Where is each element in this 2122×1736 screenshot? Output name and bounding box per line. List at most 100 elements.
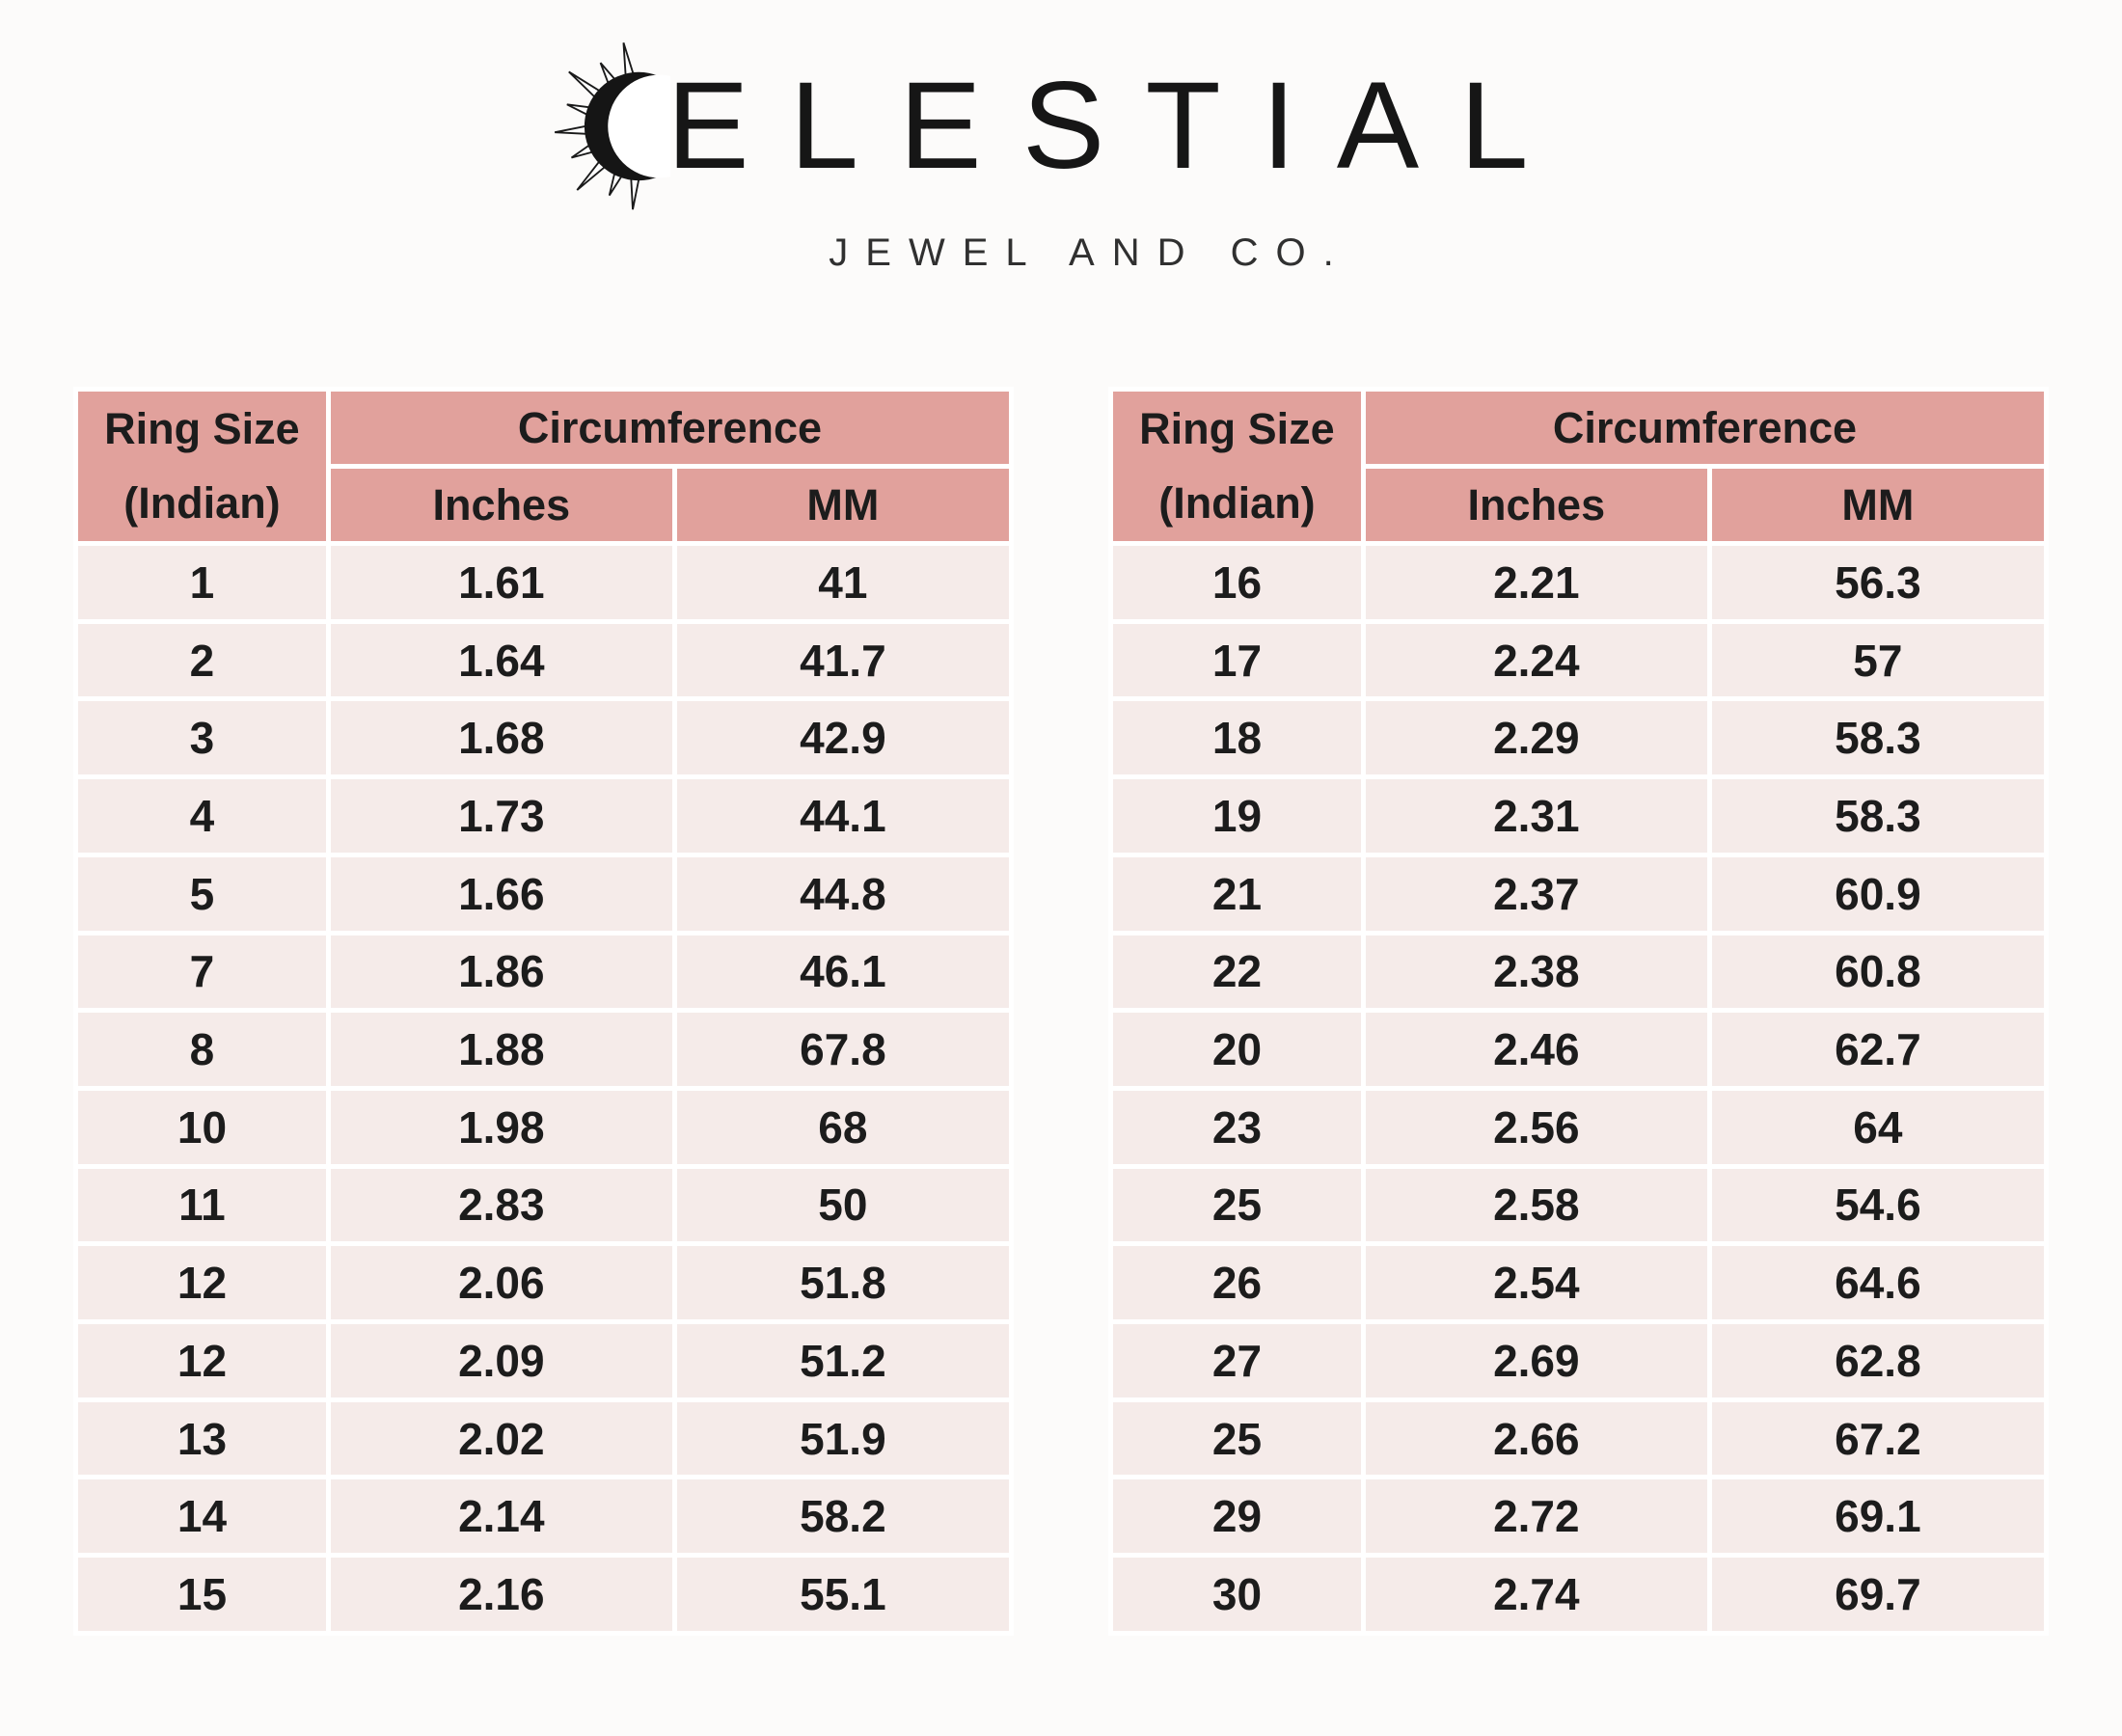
table-cell: 4 — [73, 774, 331, 857]
table-cell: 2.66 — [1360, 1397, 1712, 1480]
table-row: 25 2.66 67.2 — [1108, 1397, 2050, 1480]
table-cell: 44.8 — [671, 852, 1015, 936]
table-cell: 2.56 — [1360, 1085, 1712, 1169]
table-row: 16 2.21 56.3 — [1108, 541, 2050, 624]
table-cell: 1.61 — [325, 541, 677, 624]
table-row: 1 1.61 41 — [73, 541, 1015, 624]
table-cell: 2.24 — [1360, 618, 1712, 702]
table-cell: 67.8 — [671, 1008, 1015, 1091]
ring-size-table-right: Ring Size (Indian) Circumference Inches … — [1108, 387, 2050, 1636]
table-cell: 58.3 — [1706, 774, 2050, 857]
table-cell: 41.7 — [671, 618, 1015, 702]
brand-subtitle: JEWEL AND CO. — [829, 231, 1351, 274]
table-row: 14 2.14 58.2 — [73, 1475, 1015, 1559]
table-cell: 51.2 — [671, 1319, 1015, 1402]
table-cell: 17 — [1108, 618, 1366, 702]
table-row: 26 2.54 64.6 — [1108, 1241, 2050, 1325]
brand-logo: ELESTIAL JEWEL AND CO. — [0, 41, 2122, 275]
header-circumference: Circumference — [325, 387, 1015, 469]
table-cell: 1.66 — [325, 852, 677, 936]
header-inches: Inches — [325, 464, 677, 546]
table-cell: 64 — [1706, 1085, 2050, 1169]
table-cell: 1.98 — [325, 1085, 677, 1169]
table-row: 11 2.83 50 — [73, 1163, 1015, 1247]
table-row: 27 2.69 62.8 — [1108, 1319, 2050, 1402]
table-cell: 25 — [1108, 1397, 1366, 1480]
table-cell: 55.1 — [671, 1553, 1015, 1636]
table-row: 23 2.56 64 — [1108, 1085, 2050, 1169]
table-cell: 2.69 — [1360, 1319, 1712, 1402]
table-cell: 2.21 — [1360, 541, 1712, 624]
table-cell: 11 — [73, 1163, 331, 1247]
table-cell: 64.6 — [1706, 1241, 2050, 1325]
table-row: 22 2.38 60.8 — [1108, 930, 2050, 1014]
table-row: 20 2.46 62.7 — [1108, 1008, 2050, 1091]
table-cell: 2.58 — [1360, 1163, 1712, 1247]
table-cell: 2.54 — [1360, 1241, 1712, 1325]
table-cell: 46.1 — [671, 930, 1015, 1014]
table-cell: 16 — [1108, 541, 1366, 624]
table-cell: 60.9 — [1706, 852, 2050, 936]
table-cell: 2.02 — [325, 1397, 677, 1480]
table-cell: 13 — [73, 1397, 331, 1480]
table-cell: 56.3 — [1706, 541, 2050, 624]
table-cell: 23 — [1108, 1085, 1366, 1169]
table-cell: 2.38 — [1360, 930, 1712, 1014]
table-row: 5 1.66 44.8 — [73, 852, 1015, 936]
table-cell: 1.73 — [325, 774, 677, 857]
brand-name-text: ELESTIAL — [667, 57, 1569, 195]
table-row: 2 1.64 41.7 — [73, 618, 1015, 702]
table-cell: 2 — [73, 618, 331, 702]
header-mm: MM — [671, 464, 1015, 546]
table-row: 3 1.68 42.9 — [73, 696, 1015, 780]
table-cell: 51.9 — [671, 1397, 1015, 1480]
table-cell: 68 — [671, 1085, 1015, 1169]
table-cell: 20 — [1108, 1008, 1366, 1091]
table-cell: 54.6 — [1706, 1163, 2050, 1247]
table-cell: 1.88 — [325, 1008, 677, 1091]
table-cell: 10 — [73, 1085, 331, 1169]
header-ring-size: Ring Size (Indian) — [73, 387, 331, 546]
table-cell: 8 — [73, 1008, 331, 1091]
table-body-right: 16 2.21 56.3 17 2.24 57 18 2.29 58.3 19 2.31 58.3 21… — [1108, 541, 2050, 1636]
table-cell: 12 — [73, 1241, 331, 1325]
table-row: 21 2.37 60.9 — [1108, 852, 2050, 936]
ring-size-table-left: Ring Size (Indian) Circumference Inches … — [73, 387, 1015, 1636]
table-cell: 27 — [1108, 1319, 1366, 1402]
table-cell: 22 — [1108, 930, 1366, 1014]
table-cell: 69.7 — [1706, 1553, 2050, 1636]
table-cell: 2.37 — [1360, 852, 1712, 936]
table-row: 10 1.98 68 — [73, 1085, 1015, 1169]
table-cell: 3 — [73, 696, 331, 780]
sun-crescent-icon — [555, 42, 671, 210]
table-row: 19 2.31 58.3 — [1108, 774, 2050, 857]
table-row: 17 2.24 57 — [1108, 618, 2050, 702]
table-row: 29 2.72 69.1 — [1108, 1475, 2050, 1559]
table-cell: 2.46 — [1360, 1008, 1712, 1091]
header-ring-size-line2: (Indian) — [1158, 478, 1316, 529]
table-cell: 29 — [1108, 1475, 1366, 1559]
table-row: 25 2.58 54.6 — [1108, 1163, 2050, 1247]
table-cell: 1.64 — [325, 618, 677, 702]
table-cell: 18 — [1108, 696, 1366, 780]
table-cell: 62.7 — [1706, 1008, 2050, 1091]
table-cell: 1.68 — [325, 696, 677, 780]
table-cell: 2.14 — [325, 1475, 677, 1559]
table-cell: 2.31 — [1360, 774, 1712, 857]
table-cell: 30 — [1108, 1553, 1366, 1636]
size-charts: Ring Size (Indian) Circumference Inches … — [0, 387, 2122, 1636]
table-row: 15 2.16 55.1 — [73, 1553, 1015, 1636]
header-ring-size-line1: Ring Size — [104, 403, 300, 453]
table-cell: 50 — [671, 1163, 1015, 1247]
table-row: 12 2.06 51.8 — [73, 1241, 1015, 1325]
table-row: 30 2.74 69.7 — [1108, 1553, 2050, 1636]
table-cell: 60.8 — [1706, 930, 2050, 1014]
table-cell: 57 — [1706, 618, 2050, 702]
table-cell: 7 — [73, 930, 331, 1014]
table-cell: 41 — [671, 541, 1015, 624]
table-cell: 19 — [1108, 774, 1366, 857]
table-cell: 25 — [1108, 1163, 1366, 1247]
table-cell: 12 — [73, 1319, 331, 1402]
table-row: 13 2.02 51.9 — [73, 1397, 1015, 1480]
table-cell: 2.29 — [1360, 696, 1712, 780]
